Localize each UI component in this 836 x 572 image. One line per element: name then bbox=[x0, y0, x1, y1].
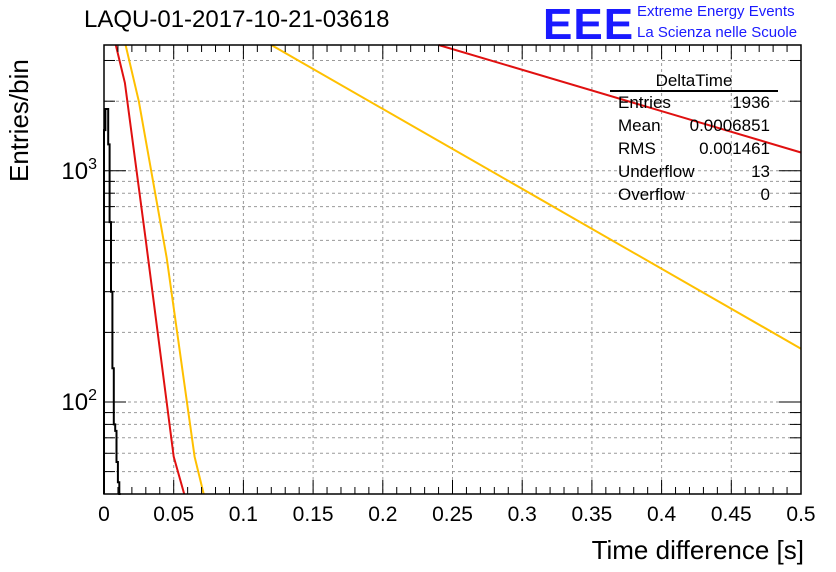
x-tick-label: 0.05 bbox=[153, 503, 194, 526]
logo-line-2: La Scienza nelle Scuole bbox=[637, 24, 798, 41]
histogram-layer bbox=[103, 108, 121, 495]
fit-orange-shallow bbox=[270, 44, 802, 350]
y-tick-label: 102 bbox=[61, 387, 97, 416]
x-tick-label: 0.45 bbox=[711, 503, 752, 526]
stats-value: 1936 bbox=[732, 93, 770, 112]
stats-row-rms: RMS 0.001461 bbox=[618, 139, 770, 159]
x-tick-label: 0.35 bbox=[571, 503, 612, 526]
stats-title: DeltaTime bbox=[655, 71, 733, 90]
x-tick-label: 0 bbox=[98, 503, 110, 526]
x-tick-label: 0.2 bbox=[368, 503, 397, 526]
fit-red-steep bbox=[114, 44, 186, 495]
histogram-bin bbox=[107, 109, 108, 494]
stats-label: RMS bbox=[618, 139, 656, 158]
x-tick-label: 0.5 bbox=[786, 503, 815, 526]
x-tick-label: 0.1 bbox=[229, 503, 258, 526]
stats-value: 0 bbox=[760, 185, 770, 204]
x-tick-label: 0.4 bbox=[647, 503, 677, 526]
stats-value: 0.0006851 bbox=[689, 116, 770, 135]
stats-row-mean: Mean 0.0006851 bbox=[618, 116, 770, 136]
grid bbox=[104, 45, 801, 495]
histogram-bin bbox=[105, 109, 106, 494]
x-axis-label: Time difference [s] bbox=[591, 535, 804, 565]
stats-divider bbox=[610, 90, 778, 92]
stats-label: Overflow bbox=[618, 185, 686, 204]
stats-label: Entries bbox=[618, 93, 671, 112]
stats-label: Mean bbox=[618, 116, 661, 135]
stats-row-entries: Entries 1936 bbox=[618, 93, 770, 113]
logo-line-1: Extreme Energy Events bbox=[637, 3, 795, 20]
y-tick-label: 103 bbox=[61, 156, 97, 185]
stats-row-overflow: Overflow 0 bbox=[618, 185, 770, 205]
stats-value: 0.001461 bbox=[699, 139, 770, 158]
y-axis-label: Entries/bin bbox=[4, 59, 34, 182]
chart-title: LAQU-01-2017-10-21-03618 bbox=[84, 6, 390, 33]
axis-ticks bbox=[103, 45, 802, 495]
tick-labels: 0 0.05 0.1 0.15 0.2 0.25 0.3 0.35 0.4 0.45 0.5 102 1… bbox=[61, 156, 815, 526]
x-tick-label: 0.3 bbox=[508, 503, 537, 526]
stats-label: Underflow bbox=[618, 162, 695, 181]
stats-value: 13 bbox=[751, 162, 770, 181]
eee-logo: EEE bbox=[543, 0, 635, 49]
fit-red-shallow bbox=[438, 44, 802, 154]
fit-orange-steep bbox=[124, 44, 205, 495]
histogram-outline bbox=[103, 108, 121, 495]
stats-row-underflow: Underflow 13 bbox=[618, 162, 770, 182]
x-tick-label: 0.25 bbox=[432, 503, 473, 526]
histogram-bin bbox=[114, 424, 115, 494]
series-layer bbox=[114, 44, 802, 495]
x-tick-label: 0.15 bbox=[293, 503, 334, 526]
